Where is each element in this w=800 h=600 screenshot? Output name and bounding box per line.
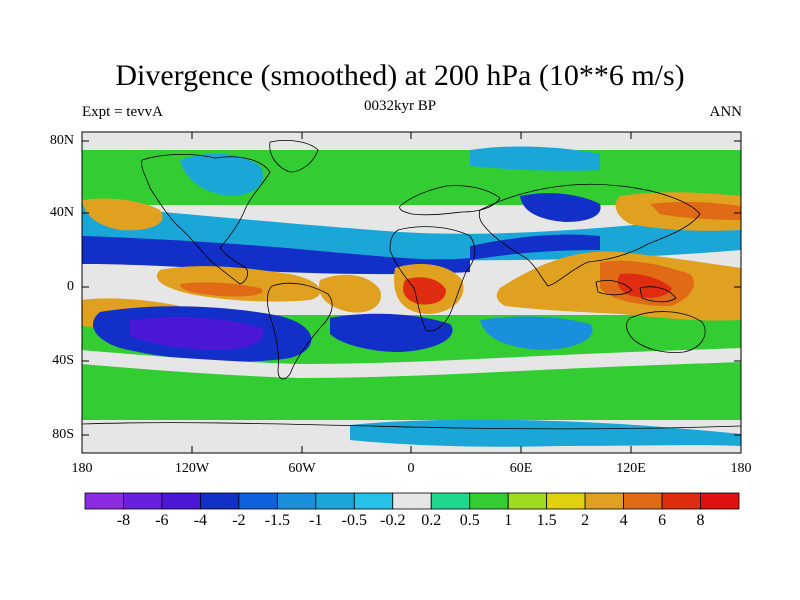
- colorbar-label: -1: [309, 512, 323, 529]
- lon-label-180w: 180: [71, 461, 93, 476]
- time-label: 0032kyr BP: [363, 98, 437, 114]
- colorbar-label: 0.2: [421, 512, 442, 529]
- colorbar: [84, 492, 740, 510]
- colorbar-label: 8: [696, 512, 705, 529]
- colorbar-box: [161, 492, 201, 510]
- lon-label-120e: 120E: [616, 461, 646, 476]
- colorbar-label: 6: [658, 512, 667, 529]
- experiment-label: Expt = tevvA: [82, 104, 163, 120]
- map-title: Divergence (smoothed) at 200 hPa (10**6 …: [115, 59, 685, 92]
- colorbar-box: [315, 492, 355, 510]
- colorbar-box: [123, 492, 163, 510]
- lon-label-0: 0: [407, 461, 415, 476]
- lon-label-60e: 60E: [509, 461, 533, 476]
- colorbar-box: [238, 492, 278, 510]
- colorbar-box: [276, 492, 317, 510]
- colorbar-label: 1.5: [536, 512, 557, 529]
- lat-label-80s: 80S: [52, 427, 74, 442]
- axis-ticks: [81, 132, 742, 453]
- colorbar-box: [84, 492, 124, 510]
- colorbar-box: [623, 492, 663, 510]
- colorbar-box: [353, 492, 394, 510]
- colorbar-label: -8: [116, 512, 131, 529]
- colorbar-box: [661, 492, 701, 510]
- colorbar-label: -0.5: [341, 512, 367, 529]
- colorbar-box: [584, 492, 624, 510]
- colorbar-label: -2: [232, 512, 246, 529]
- colorbar-box: [700, 492, 740, 510]
- season-label: ANN: [709, 104, 743, 120]
- colorbar-label: 1: [504, 512, 513, 529]
- colorbar-label: 2: [581, 512, 590, 529]
- lat-label-80n: 80N: [49, 133, 74, 148]
- lat-label-40s: 40S: [52, 353, 74, 368]
- lon-label-180e: 180: [730, 461, 752, 476]
- colorbar-box: [469, 492, 509, 510]
- colorbar-box: [392, 492, 432, 510]
- colorbar-label: -1.5: [264, 512, 291, 529]
- coastlines: [82, 140, 741, 430]
- colorbar-label: -0.2: [380, 512, 406, 529]
- colorbar-box: [430, 492, 471, 510]
- colorbar-label: 0.5: [459, 512, 480, 529]
- colorbar-box: [546, 492, 586, 510]
- lat-label-eq: 0: [67, 279, 74, 294]
- colorbar-label: -6: [155, 512, 169, 529]
- lon-label-60w: 60W: [288, 461, 316, 476]
- colorbar-label: 4: [619, 512, 628, 529]
- lat-label-40n: 40N: [49, 205, 74, 220]
- lon-label-120w: 120W: [174, 461, 210, 476]
- colorbar-box: [200, 492, 240, 510]
- colorbar-box: [507, 492, 548, 510]
- colorbar-label: -4: [193, 512, 208, 529]
- divergence-field: [82, 132, 741, 453]
